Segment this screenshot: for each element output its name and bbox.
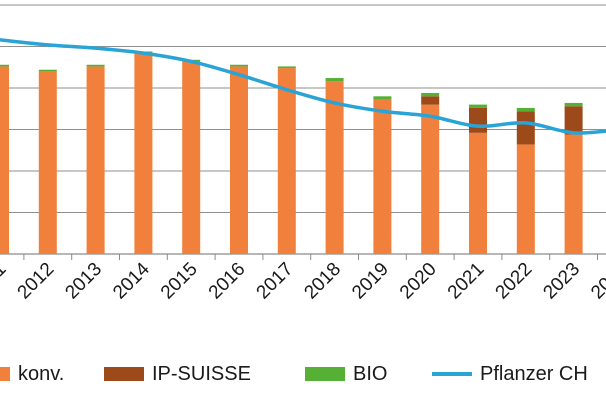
bar-bio-2023 xyxy=(564,102,583,107)
bar-konv--2023 xyxy=(564,134,583,254)
bar-konv--2013 xyxy=(86,66,105,254)
legend-swatch-pflanzer xyxy=(432,372,472,376)
bar-konv--2018 xyxy=(325,81,344,254)
legend-swatch-ip-suisse xyxy=(104,367,144,381)
x-tick-label-2011: 2011 xyxy=(0,259,11,303)
bar-ip-suisse-2022 xyxy=(516,111,535,145)
legend-item-bio: BIO xyxy=(305,356,387,392)
bar-konv--2021 xyxy=(469,132,487,254)
x-tick-label-2021: 2021 xyxy=(444,259,489,304)
bar-bio-2016 xyxy=(230,64,248,67)
bar-konv--2022 xyxy=(516,144,535,254)
x-tick-label-2022: 2022 xyxy=(492,259,537,304)
bar-ip-suisse-2023 xyxy=(564,106,583,135)
chart: 2011 2012 2013 2014 2015 2016 2017 2018 2019 2020… xyxy=(0,4,606,303)
x-tick-label-2017: 2017 xyxy=(253,259,298,304)
bar-konv--2015 xyxy=(182,61,201,254)
x-tick-label-2012: 2012 xyxy=(14,259,59,304)
bar-ip-suisse-2021 xyxy=(469,107,487,133)
legend-swatch-konv xyxy=(0,367,10,381)
x-tick-label-2016: 2016 xyxy=(205,259,250,304)
x-tick-label-2015: 2015 xyxy=(157,259,202,304)
bar-bio-2019 xyxy=(373,96,392,100)
x-tick-label-2018: 2018 xyxy=(300,259,345,304)
bar-konv--2020 xyxy=(421,104,440,254)
bar-bio-2022 xyxy=(516,107,535,112)
x-tick-label-2020: 2020 xyxy=(396,259,441,304)
x-tick-label-2024: 2024 xyxy=(587,258,606,303)
x-tick-label-2019: 2019 xyxy=(348,259,393,304)
bar-bio-2012 xyxy=(38,69,57,72)
bar-konv--2011 xyxy=(0,66,9,254)
bar-bio-2020 xyxy=(421,92,440,97)
x-tick-labels: 2011 2012 2013 2014 2015 2016 2017 2018 2019 2020… xyxy=(0,258,606,303)
legend: konv. IP-SUISSE BIO Pflanzer CH xyxy=(0,356,606,396)
bar-bio-2013 xyxy=(86,64,105,67)
bar-bio-2017 xyxy=(277,66,296,69)
bar-bio-2011 xyxy=(0,64,9,67)
bar-konv--2014 xyxy=(134,53,153,254)
legend-label-konv: konv. xyxy=(18,362,65,385)
x-tick-label-2014: 2014 xyxy=(109,258,154,303)
bars xyxy=(0,51,583,255)
legend-label-ip-suisse: IP-SUISSE xyxy=(152,362,251,385)
legend-swatch-bio xyxy=(305,367,345,381)
bar-konv--2012 xyxy=(38,71,57,255)
legend-item-pflanzer: Pflanzer CH xyxy=(432,356,588,392)
legend-label-pflanzer: Pflanzer CH xyxy=(480,362,588,385)
bar-bio-2018 xyxy=(325,78,344,82)
legend-label-bio: BIO xyxy=(353,362,388,385)
line-pflanzer-ch xyxy=(0,38,606,135)
bar-konv--2016 xyxy=(230,66,248,254)
bar-bio-2021 xyxy=(469,104,487,108)
line-series xyxy=(0,38,606,135)
bar-konv--2019 xyxy=(373,99,392,255)
legend-item-konv: konv. xyxy=(0,356,64,392)
bar-konv--2017 xyxy=(277,68,296,254)
x-tick-label-2023: 2023 xyxy=(539,259,584,304)
x-tick-label-2013: 2013 xyxy=(61,259,106,304)
legend-item-ip-suisse: IP-SUISSE xyxy=(104,356,251,392)
bar-ip-suisse-2020 xyxy=(421,96,440,105)
